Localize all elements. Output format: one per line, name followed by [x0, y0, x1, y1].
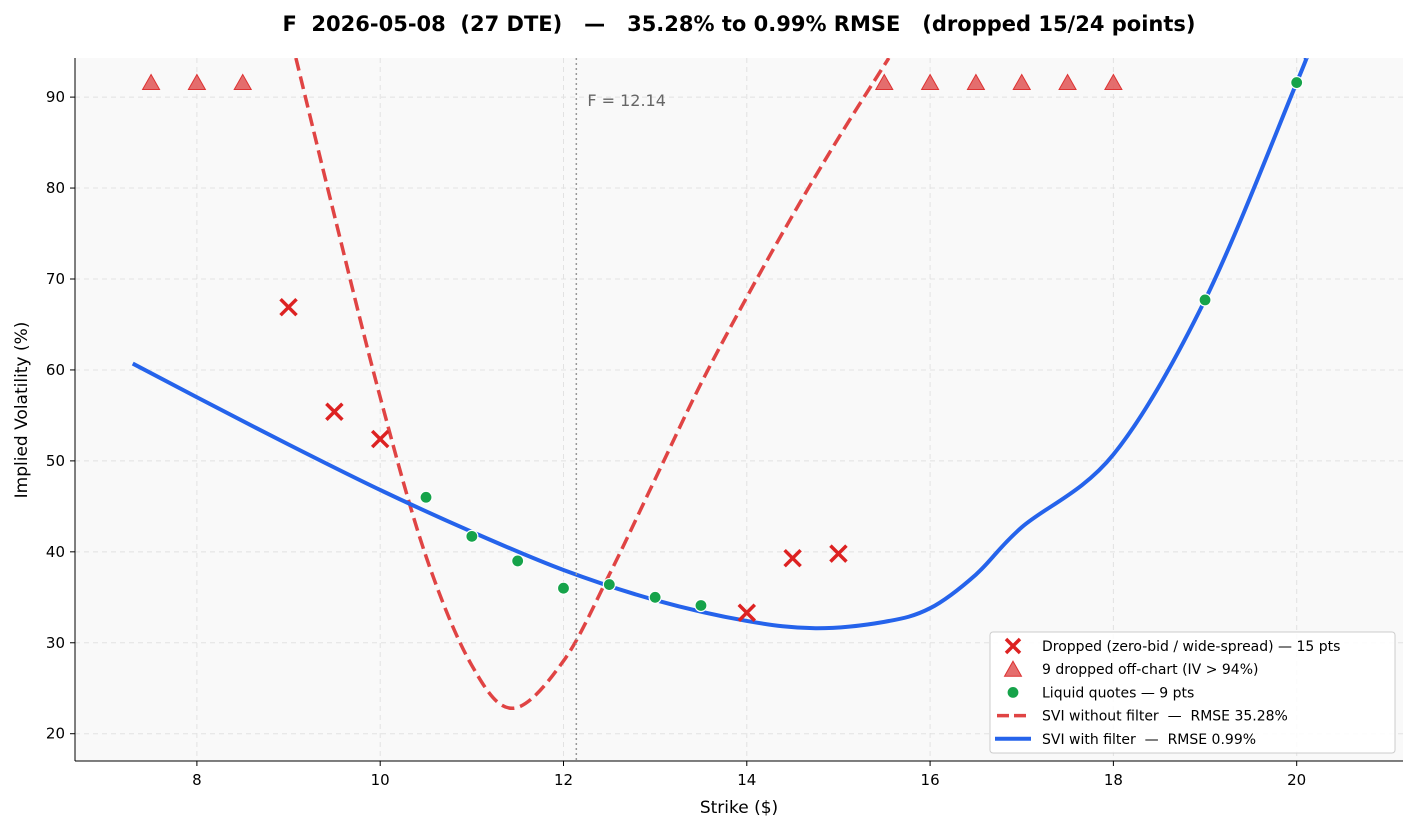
legend-dot-icon [1006, 685, 1020, 700]
offchart-marker [187, 73, 207, 90]
x-tick-label: 18 [1104, 771, 1123, 789]
dropped-point [370, 429, 390, 449]
svi-without-filter-curve [294, 58, 891, 711]
liquid-quote-point [694, 598, 708, 613]
dropped-point [829, 544, 848, 563]
liquid-quote-point [465, 529, 479, 543]
liquid-quote-point [511, 554, 525, 568]
legend-entry-label: Liquid quotes — 9 pts [1042, 685, 1194, 701]
ticks: 8 10 12 14 16 18 20 20 30 40 50 60 70 80 90 [46, 88, 1306, 789]
dropped-point [279, 297, 298, 317]
x-tick-label: 14 [737, 771, 756, 789]
y-tick-label: 20 [46, 725, 65, 743]
dropped-point [783, 548, 802, 568]
forward-label: F = 12.14 [587, 91, 666, 110]
offchart-marker [1058, 73, 1077, 90]
legend-x-icon [1004, 637, 1022, 655]
legend-triangle-icon [1003, 660, 1023, 677]
y-tick-label: 90 [46, 88, 65, 106]
legend-entry-label: SVI without filter — RMSE 35.28% [1042, 709, 1288, 725]
y-tick-label: 40 [46, 543, 65, 561]
svi-with-filter-curve [131, 58, 1309, 631]
y-tick-label: 30 [46, 634, 65, 652]
x-tick-label: 20 [1287, 771, 1306, 789]
liquid-quote-point [556, 581, 571, 595]
y-tick-label: 70 [46, 270, 65, 288]
offchart-marker [1104, 73, 1123, 90]
x-tick-label: 8 [192, 771, 202, 789]
points [141, 73, 1304, 622]
dropped-point [737, 603, 757, 622]
offchart-marker [966, 73, 986, 90]
x-tick-label: 10 [371, 771, 390, 789]
liquid-quote-point [1198, 293, 1212, 307]
offchart-marker [920, 73, 940, 90]
y-tick-label: 50 [46, 452, 65, 470]
y-tick-label: 60 [46, 361, 65, 379]
legend: Dropped (zero-bid / wide-spread) — 15 pt… [989, 631, 1396, 754]
x-tick-label: 16 [921, 771, 940, 789]
liquid-quote-point [648, 590, 662, 604]
liquid-quote-point [1290, 75, 1304, 90]
liquid-quote-point [419, 490, 433, 504]
legend-entry-label: Dropped (zero-bid / wide-spread) — 15 pt… [1042, 639, 1340, 655]
legend-box [989, 631, 1396, 754]
offchart-marker [1012, 73, 1032, 90]
offchart-marker [233, 73, 253, 90]
offchart-marker [874, 73, 894, 90]
legend-entry-label: SVI with filter — RMSE 0.99% [1042, 732, 1256, 748]
y-axis-label: Implied Volatility (%) [12, 322, 32, 499]
curves [131, 58, 1309, 711]
offchart-marker [141, 73, 161, 90]
y-tick-label: 80 [46, 179, 65, 197]
x-tick-label: 12 [554, 771, 573, 789]
dropped-point [325, 402, 344, 422]
x-axis-label: Strike ($) [700, 798, 778, 818]
legend-entry-label: 9 dropped off-chart (IV > 94%) [1042, 662, 1258, 678]
chart-title: F 2026-05-08 (27 DTE) — 35.28% to 0.99% … [282, 12, 1195, 36]
liquid-quote-point [602, 577, 616, 592]
